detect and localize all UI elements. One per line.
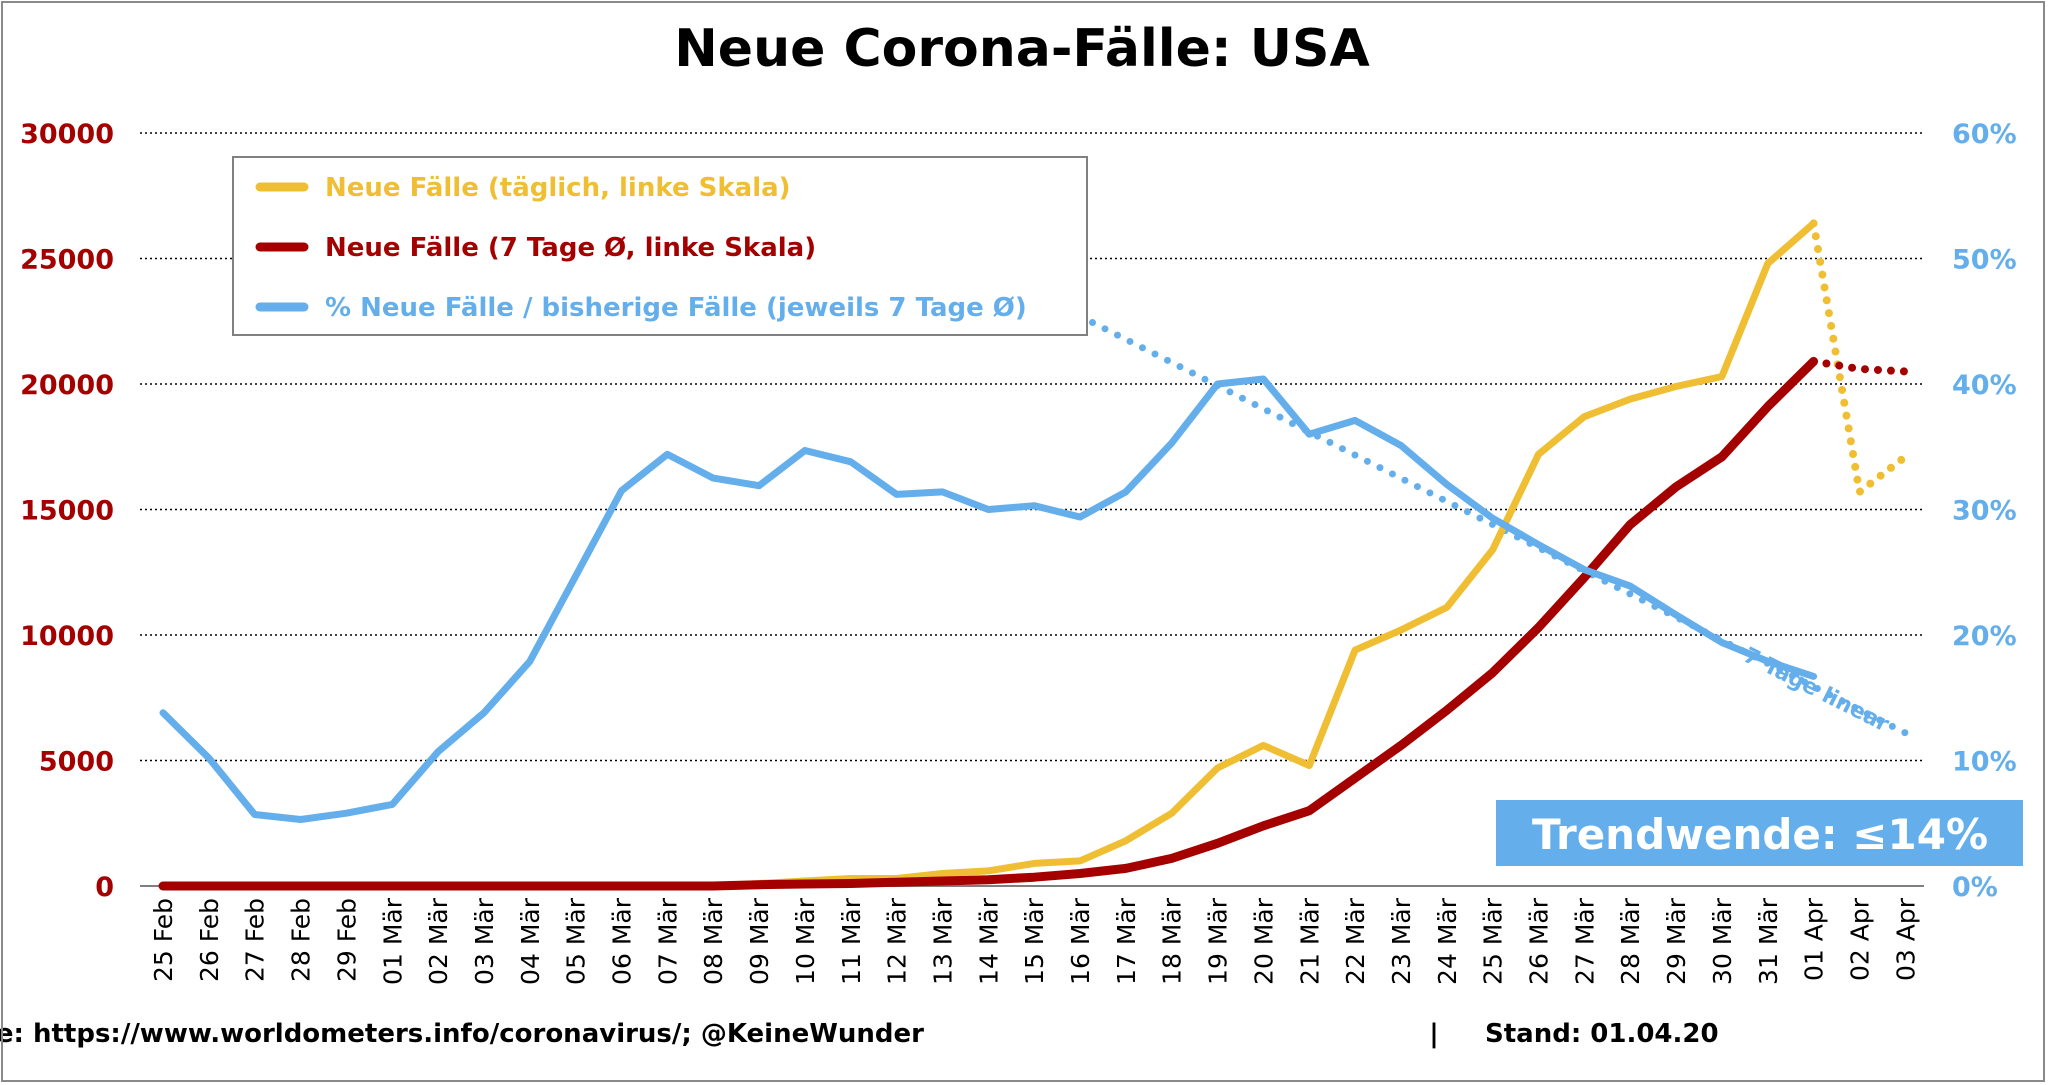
series-percent-legend-label: % Neue Fälle / bisherige Fälle (jeweils … [325, 293, 1027, 323]
right-tick-label: 0% [1952, 872, 1998, 903]
x-tick-label: 25 Feb [149, 898, 178, 982]
x-tick-label: 01 Mär [378, 897, 407, 985]
trend-annotation-box: Trendwende: ≤14% [1496, 800, 2023, 866]
x-tick-label: 15 Mär [1020, 897, 1049, 985]
trend-annotation-text: Trendwende: ≤14% [1532, 810, 1988, 859]
x-tick-label: 27 Mär [1570, 897, 1599, 985]
x-tick-label: 16 Mär [1066, 897, 1095, 985]
x-tick-label: 07 Mär [653, 897, 682, 985]
x-tick-label: 26 Feb [195, 898, 224, 982]
chart-title: Neue Corona-Fälle: USA [674, 19, 1369, 79]
right-tick-label: 40% [1952, 370, 2017, 401]
left-tick-label: 30000 [20, 119, 114, 150]
left-axis-ticks: 0 5000 10000 15000 20000 25000 30000 [20, 119, 114, 903]
x-tick-label: 26 Mär [1525, 897, 1554, 985]
footer-source: Quelle: https://www.worldometers.info/co… [0, 1019, 924, 1049]
series-avg7-projection [1809, 357, 1910, 376]
x-tick-label: 31 Mär [1754, 897, 1783, 985]
series-avg7-line [158, 356, 1819, 891]
x-tick-label: 20 Mär [1249, 897, 1278, 985]
x-tick-label: 03 Apr [1891, 897, 1920, 981]
x-tick-label: 02 Mär [424, 897, 453, 985]
right-tick-label: 10% [1952, 747, 2017, 778]
x-tick-label: 25 Mär [1479, 897, 1508, 985]
x-tick-label: 30 Mär [1708, 897, 1737, 985]
x-tick-label: 18 Mär [1158, 897, 1187, 985]
series-avg7-legend-label: Neue Fälle (7 Tage Ø, linke Skala) [325, 233, 816, 263]
footer: Quelle: https://www.worldometers.info/co… [0, 1019, 1719, 1049]
x-tick-label: 10 Mär [791, 897, 820, 985]
series-daily-legend-label: Neue Fälle (täglich, linke Skala) [325, 173, 791, 203]
x-tick-label: 09 Mär [745, 897, 774, 985]
x-tick-label: 24 Mär [1433, 897, 1462, 985]
right-tick-label: 30% [1952, 496, 2017, 527]
x-tick-label: 11 Mär [837, 897, 866, 985]
x-tick-label: 14 Mär [974, 897, 1003, 985]
left-tick-label: 10000 [20, 621, 114, 652]
x-tick-label: 04 Mär [516, 897, 545, 985]
right-tick-label: 60% [1952, 119, 2017, 150]
right-tick-label: 20% [1952, 621, 2017, 652]
left-tick-label: 0 [95, 872, 114, 903]
x-tick-label: 22 Mär [1341, 897, 1370, 985]
x-tick-label: 08 Mär [699, 897, 728, 985]
footer-stand: Stand: 01.04.20 [1485, 1019, 1719, 1049]
series-daily-projection [1809, 219, 1910, 496]
trend-annotation-bg [1496, 800, 2023, 866]
x-tick-label: 23 Mär [1387, 897, 1416, 985]
x-tick-label: 01 Apr [1800, 897, 1829, 981]
left-tick-label: 20000 [20, 370, 114, 401]
footer-separator: | [1429, 1019, 1439, 1049]
x-tick-label: 05 Mär [562, 897, 591, 985]
x-tick-label: 17 Mär [1112, 897, 1141, 985]
x-axis-ticks: 25 Feb 26 Feb 27 Feb 28 Feb 29 Feb 01 Mär 02 M… [149, 897, 1920, 985]
x-tick-label: 28 Mär [1616, 897, 1645, 985]
x-tick-label: 29 Mär [1662, 897, 1691, 985]
x-tick-label: 06 Mär [608, 897, 637, 985]
x-tick-label: 29 Feb [332, 898, 361, 982]
x-tick-label: 13 Mär [928, 897, 957, 985]
left-tick-label: 25000 [20, 245, 114, 276]
right-axis-ticks: 0% 10% 20% 30% 40% 50% 60% [1952, 119, 2017, 903]
x-tick-label: 03 Mär [470, 897, 499, 985]
right-tick-label: 50% [1952, 245, 2017, 276]
series-percent-line [159, 375, 1818, 823]
x-tick-label: 21 Mär [1295, 897, 1324, 985]
legend-box [232, 156, 1088, 336]
x-tick-label: 28 Feb [287, 898, 316, 982]
left-tick-label: 15000 [20, 496, 114, 527]
legend: Neue Fälle (täglich, linke Skala) Neue Fä… [232, 156, 1088, 336]
x-tick-label: 19 Mär [1204, 897, 1233, 985]
x-tick-label: 12 Mär [883, 897, 912, 985]
x-tick-label: 27 Feb [241, 898, 270, 982]
x-tick-label: 02 Apr [1845, 897, 1874, 981]
left-tick-label: 5000 [39, 747, 114, 778]
